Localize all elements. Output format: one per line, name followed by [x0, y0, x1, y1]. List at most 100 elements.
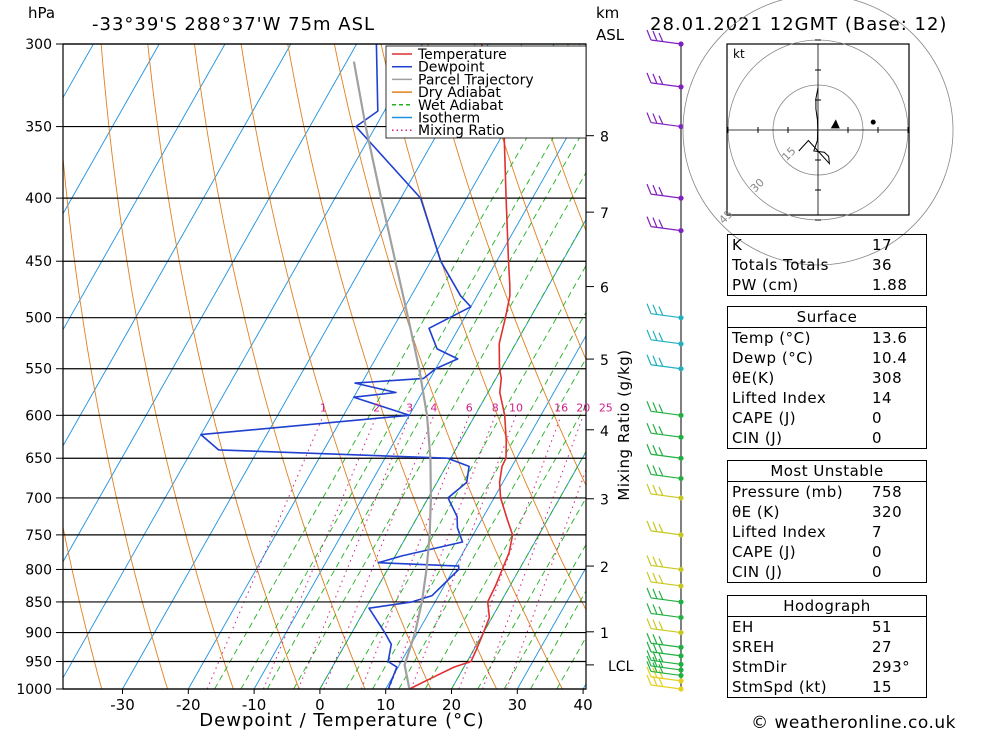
- most-unstable-index-name: Lifted Index: [727, 522, 868, 542]
- wind-barb: [646, 520, 682, 536]
- wind-barb: [646, 633, 682, 648]
- most-unstable-index-value: 320: [868, 502, 927, 522]
- wind-barb-shape: [646, 641, 682, 657]
- profile-lines: [200, 44, 514, 689]
- pressure-tick-label: 950: [25, 655, 52, 671]
- wind-barb: [646, 641, 682, 657]
- legend-box: [385, 45, 587, 139]
- isotherm-line: [253, 102, 586, 689]
- surface-index-value: 14: [868, 388, 927, 408]
- height-tick-label: 4: [600, 424, 609, 440]
- wind-barb: [646, 571, 682, 587]
- most-unstable-index-name: θE (K): [727, 502, 868, 522]
- hodograph-index-row: StmDir 293°: [727, 657, 927, 677]
- wind-level-dot: [678, 661, 684, 667]
- wind-barb: [646, 483, 682, 499]
- wind-barb-shape: [646, 520, 682, 536]
- wind-barb-shape: [646, 661, 682, 677]
- x-axis-title: Dewpoint / Temperature (°C): [199, 710, 484, 731]
- general-index-row: PW (cm) 1.88: [727, 275, 927, 296]
- wind-barb: [646, 661, 682, 677]
- hodograph-index-row: EH 51: [727, 616, 927, 637]
- legend-entry: Parcel Trajectory: [418, 72, 534, 88]
- temperature-axis-labels: -30 -20 -10 0 10 20 30 40: [110, 689, 593, 714]
- hodograph-index-value: 51: [868, 616, 927, 637]
- dry-adiabat-line: [63, 524, 103, 689]
- general-indices-table: K 17 Totals Totals 36 PW (cm) 1.88: [727, 234, 927, 296]
- surface-index-name: CIN (J): [727, 428, 868, 449]
- wind-barb-shape: [646, 443, 682, 459]
- location-title: -33°39'S 288°37'W 75m ASL: [92, 14, 375, 35]
- wind-barb-shape: [646, 674, 682, 690]
- general-index-value: 17: [868, 234, 927, 255]
- legend-entry: Dry Adiabat: [418, 85, 501, 101]
- mixing-ratio-label: 25: [599, 401, 613, 414]
- wind-barb-shape: [646, 422, 682, 438]
- legend-entry: Isotherm: [418, 111, 480, 127]
- mixing-ratio-label: 4: [430, 401, 437, 414]
- wind-barb-shape: [646, 464, 682, 480]
- hodograph-index-value: 27: [868, 637, 927, 657]
- wind-barb: [646, 354, 682, 370]
- plot-frame: [62, 43, 587, 690]
- legend-entry: Dewpoint: [418, 60, 485, 76]
- copyright-text: © weatheronline.co.uk: [751, 713, 956, 733]
- most-unstable-title: Most Unstable: [727, 460, 927, 482]
- pressure-tick-label: 800: [25, 562, 52, 578]
- wind-barb-shape: [646, 72, 682, 88]
- general-index-value: 36: [868, 255, 927, 275]
- legend-entry: Mixing Ratio: [418, 123, 504, 139]
- hodograph-unit-label: kt: [733, 47, 745, 61]
- most-unstable-index-name: CIN (J): [727, 562, 868, 583]
- general-index-name: K: [727, 234, 868, 255]
- dewpoint-line: [200, 44, 472, 689]
- most-unstable-table: Most Unstable Pressure (mb) 758 θE (K) 320 L…: [727, 460, 927, 583]
- pressure-tick-label: 500: [25, 311, 52, 327]
- wind-barb-shape: [646, 112, 682, 128]
- most-unstable-index-value: 0: [868, 542, 927, 562]
- height-tick-label: 5: [600, 353, 609, 369]
- general-index-name: Totals Totals: [727, 255, 868, 275]
- surface-index-value: 10.4: [868, 348, 927, 368]
- mixing-ratio-label: 2: [373, 401, 380, 414]
- hodograph-trace: [798, 87, 831, 166]
- pressure-tick-label: 350: [25, 120, 52, 136]
- wind-level-dot: [678, 614, 684, 621]
- isotherm-line: [516, 566, 586, 689]
- most-unstable-index-name: CAPE (J): [727, 542, 868, 562]
- wet-adiabat-line: [398, 357, 586, 689]
- wind-barb-shape: [646, 571, 682, 587]
- wind-level-dot: [678, 644, 684, 650]
- surface-index-row: CAPE (J) 0: [727, 408, 927, 428]
- wind-barb: [646, 650, 682, 665]
- isotherm-line: [63, 44, 358, 563]
- height-axis-labels: 1 2 3 4 5 6 7 8 LCL: [586, 130, 634, 675]
- surface-index-row: CIN (J) 0: [727, 428, 927, 449]
- isotherm-line: [0, 44, 28, 689]
- temperature-tick-label: 30: [508, 696, 527, 714]
- surface-index-row: Dewp (°C) 10.4: [727, 348, 927, 368]
- height-tick-label: 8: [600, 130, 609, 146]
- surface-title: Surface: [727, 306, 927, 328]
- pressure-tick-label: 400: [25, 191, 52, 207]
- general-index-value: 1.88: [868, 275, 927, 296]
- surface-index-value: 13.6: [868, 327, 927, 348]
- height-tick-label: 3: [600, 493, 609, 509]
- general-index-row: K 17: [727, 234, 927, 255]
- temperature-tick-label: 20: [442, 696, 461, 714]
- hodograph-index-name: EH: [727, 616, 868, 637]
- surface-index-value: 0: [868, 408, 927, 428]
- temperature-tick-label: -20: [176, 696, 201, 714]
- wind-level-dot: [678, 629, 684, 636]
- pressure-tick-label: 650: [25, 451, 52, 467]
- wind-barb: [646, 443, 682, 459]
- mixing-ratio-label: 10: [509, 401, 523, 414]
- temperature-tick-label: 10: [376, 696, 395, 714]
- surface-index-name: Dewp (°C): [727, 348, 868, 368]
- most-unstable-index-row: CAPE (J) 0: [727, 542, 927, 562]
- legend-entry: Wet Adiabat: [418, 98, 504, 114]
- wind-barb: [646, 674, 682, 690]
- pressure-tick-label: 450: [25, 254, 52, 270]
- hodograph-index-row: StmSpd (kt) 15: [727, 677, 927, 698]
